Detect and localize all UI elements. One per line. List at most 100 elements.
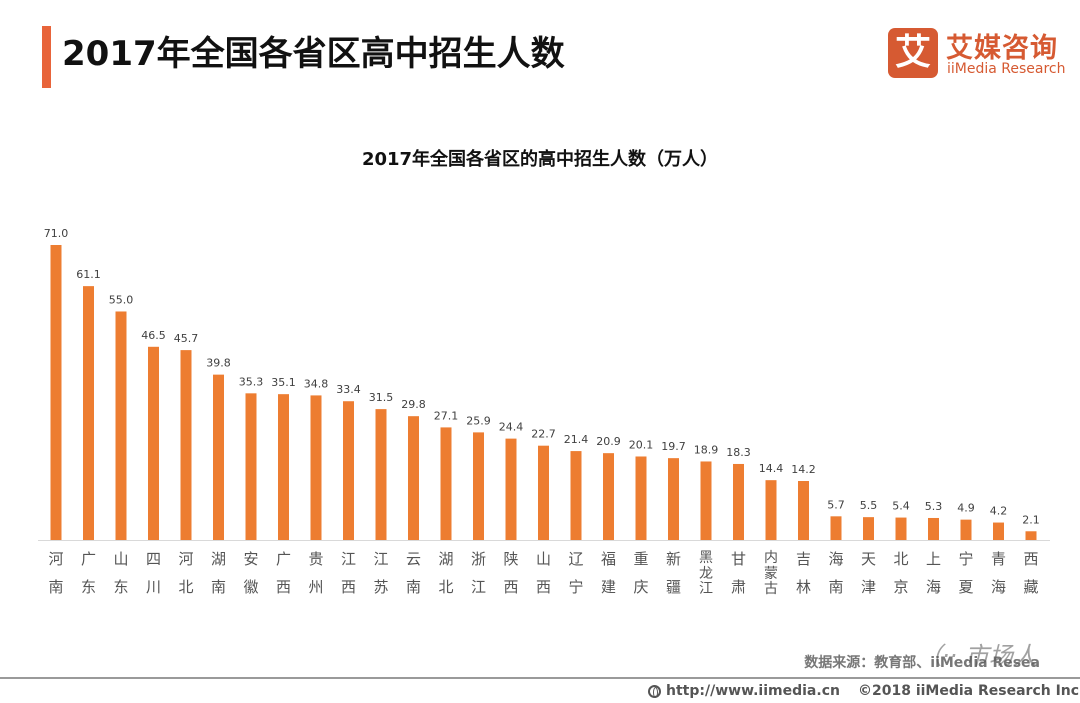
bar-安徽 bbox=[245, 393, 257, 540]
category-label: 吉林 bbox=[796, 550, 811, 596]
category-label: 新疆 bbox=[666, 550, 681, 596]
category-label: 安徽 bbox=[243, 550, 258, 596]
bar-江苏 bbox=[375, 409, 387, 540]
category-label: 海南 bbox=[828, 550, 843, 596]
globe-icon bbox=[648, 685, 661, 698]
bar-山东 bbox=[115, 311, 127, 540]
value-label: 18.3 bbox=[726, 446, 751, 459]
category-label: 河南 bbox=[48, 550, 63, 596]
value-label: 35.3 bbox=[239, 375, 264, 388]
bar-黑龙江 bbox=[700, 461, 712, 540]
category-label: 浙江 bbox=[471, 550, 486, 596]
value-label: 5.4 bbox=[892, 500, 910, 513]
bar-新疆 bbox=[668, 458, 679, 540]
bar-宁夏 bbox=[960, 519, 972, 540]
category-label: 云南 bbox=[406, 550, 421, 596]
value-labels-group: 71.0 61.1 55.0 46.5 45.7 39.8 35.3 35.1 34.8 33.4… bbox=[44, 227, 1040, 526]
value-label: 25.9 bbox=[466, 414, 491, 427]
footer-url-text[interactable]: http://www.iimedia.cn bbox=[666, 683, 840, 699]
category-label: 贵州 bbox=[308, 550, 323, 596]
wechat-watermark: （·· 市场人 bbox=[918, 642, 1037, 670]
value-label: 20.9 bbox=[596, 435, 621, 448]
bar-甘肃 bbox=[733, 463, 744, 540]
category-label: 湖南 bbox=[211, 550, 226, 596]
value-label: 2.1 bbox=[1022, 513, 1040, 526]
value-label: 20.1 bbox=[629, 438, 654, 451]
value-label: 34.8 bbox=[304, 377, 329, 390]
bar-天津 bbox=[863, 517, 874, 540]
bars-group bbox=[50, 245, 1037, 540]
category-label: 青海 bbox=[991, 550, 1006, 596]
value-label: 5.3 bbox=[925, 500, 943, 513]
value-label: 5.5 bbox=[860, 499, 878, 512]
value-label: 45.7 bbox=[174, 332, 199, 345]
value-label: 18.9 bbox=[694, 443, 719, 456]
category-label: 上海 bbox=[926, 550, 941, 596]
value-label: 4.2 bbox=[990, 505, 1008, 518]
category-label: 福建 bbox=[601, 550, 616, 596]
value-label: 33.4 bbox=[336, 383, 361, 396]
category-label: 四川 bbox=[146, 550, 161, 596]
bar-山西 bbox=[538, 445, 549, 540]
category-label: 陕西 bbox=[503, 550, 518, 596]
logo-name-en: iiMedia Research bbox=[947, 61, 1066, 77]
bar-湖北 bbox=[440, 427, 452, 540]
bar-云南 bbox=[408, 416, 419, 540]
category-label: 广东 bbox=[81, 550, 96, 596]
bar-福建 bbox=[603, 453, 614, 540]
category-label: 西藏 bbox=[1023, 550, 1038, 596]
value-label: 21.4 bbox=[564, 433, 589, 446]
value-label: 71.0 bbox=[44, 227, 69, 240]
category-label: 宁夏 bbox=[958, 550, 973, 596]
value-label: 27.1 bbox=[434, 409, 459, 422]
category-label: 重庆 bbox=[633, 550, 648, 596]
bar-广东 bbox=[83, 286, 94, 540]
bar-河南 bbox=[50, 245, 62, 540]
value-label: 22.7 bbox=[531, 428, 556, 441]
bar-西藏 bbox=[1025, 531, 1037, 540]
value-label: 4.9 bbox=[957, 502, 975, 515]
bar-陕西 bbox=[505, 438, 517, 540]
category-label: 山西 bbox=[536, 550, 551, 596]
logo-glyph: 艾 bbox=[894, 32, 931, 73]
bar-海南 bbox=[830, 516, 842, 540]
bar-chart: 71.0 61.1 55.0 46.5 45.7 39.8 35.3 35.1 34.8 33.4… bbox=[38, 227, 1050, 597]
category-label: 黑龙江 bbox=[699, 550, 713, 597]
bar-贵州 bbox=[310, 395, 322, 540]
value-label: 61.1 bbox=[76, 268, 101, 281]
bar-浙江 bbox=[473, 432, 484, 540]
footer-url[interactable]: http://www.iimedia.cn bbox=[648, 683, 840, 699]
bar-内蒙古 bbox=[765, 480, 777, 540]
value-label: 29.8 bbox=[401, 398, 426, 411]
category-label: 辽宁 bbox=[568, 550, 583, 596]
value-label: 19.7 bbox=[661, 440, 686, 453]
category-label: 江西 bbox=[341, 550, 356, 596]
bar-辽宁 bbox=[570, 451, 582, 540]
logo-icon: 艾 bbox=[888, 28, 938, 78]
bar-青海 bbox=[993, 522, 1004, 540]
bar-江西 bbox=[343, 401, 354, 540]
category-label: 广西 bbox=[276, 550, 291, 596]
bar-吉林 bbox=[798, 481, 809, 540]
data-source: 数据来源：教育部、iiMedia Resea bbox=[804, 655, 1040, 671]
value-label: 55.0 bbox=[109, 293, 134, 306]
category-label: 天津 bbox=[861, 550, 876, 596]
category-label: 山东 bbox=[113, 550, 128, 596]
category-label: 湖北 bbox=[438, 550, 453, 596]
bar-河北 bbox=[180, 350, 192, 540]
chart-title: 2017年全国各省区的高中招生人数（万人） bbox=[361, 149, 719, 170]
bar-上海 bbox=[928, 517, 939, 540]
category-label: 河北 bbox=[178, 550, 193, 596]
footer-copyright: ©2018 iiMedia Research Inc bbox=[858, 683, 1080, 699]
category-label: 内蒙古 bbox=[764, 550, 778, 597]
value-label: 14.4 bbox=[759, 462, 784, 475]
value-label: 31.5 bbox=[369, 391, 394, 404]
logo-name-cn: 艾媒咨询 bbox=[946, 33, 1058, 64]
value-label: 39.8 bbox=[206, 357, 231, 370]
category-label: 北京 bbox=[893, 550, 908, 596]
bar-四川 bbox=[148, 346, 159, 540]
value-label: 46.5 bbox=[141, 329, 166, 342]
bar-广西 bbox=[278, 394, 289, 540]
title-accent-bar bbox=[42, 26, 51, 88]
bar-重庆 bbox=[635, 456, 647, 540]
